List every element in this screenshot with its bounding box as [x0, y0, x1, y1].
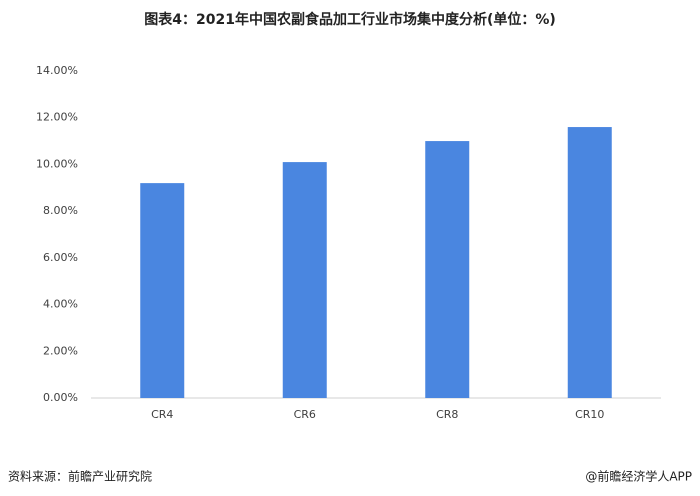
bar: [425, 141, 470, 399]
x-tick-label: CR6: [294, 408, 316, 421]
credit: @前瞻经济学人APP: [585, 469, 692, 484]
source: 资料来源：前瞻产业研究院: [8, 469, 152, 484]
y-tick-label: 12.00%: [36, 111, 78, 124]
bar: [140, 183, 185, 398]
y-tick-label: 0.00%: [43, 391, 78, 404]
x-tick-label: CR10: [575, 408, 604, 421]
y-tick-label: 8.00%: [43, 204, 78, 217]
chart-title: 图表4：2021年中国农副食品加工行业市场集中度分析(单位：%): [144, 11, 556, 28]
y-tick-label: 2.00%: [43, 344, 78, 357]
y-tick-label: 6.00%: [43, 251, 78, 264]
bar: [282, 162, 327, 398]
y-tick-label: 4.00%: [43, 298, 78, 311]
x-tick-label: CR4: [151, 408, 173, 421]
y-tick-label: 10.00%: [36, 157, 78, 170]
bar: [567, 127, 612, 399]
y-tick-label: 14.00%: [36, 64, 78, 77]
x-tick-label: CR8: [436, 408, 458, 421]
